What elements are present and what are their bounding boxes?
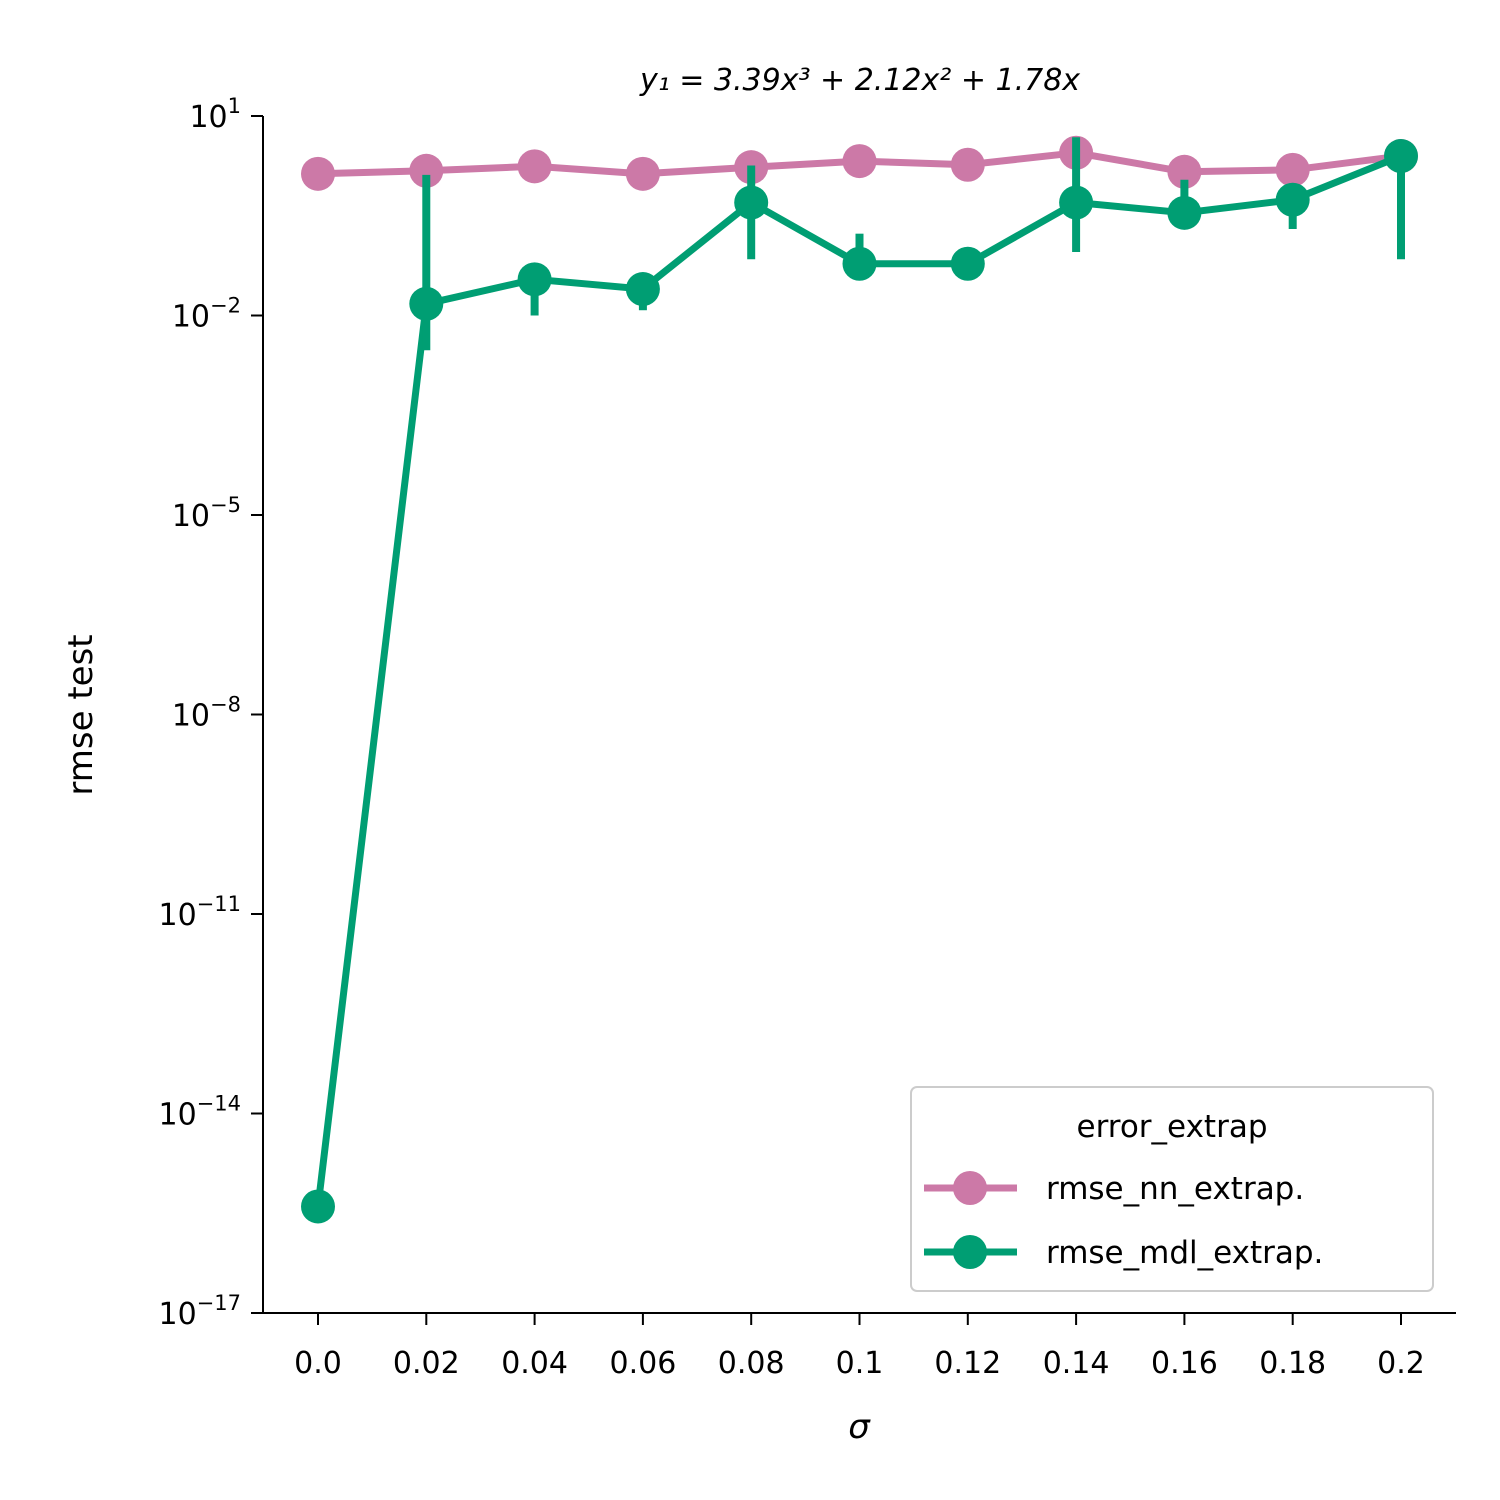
series-2 [301, 137, 1418, 1224]
legend-label: rmse_mdl_extrap. [1046, 1235, 1323, 1271]
y-tick-label: 10−2 [172, 294, 241, 335]
y-axis-title: rmse test [61, 634, 101, 795]
x-tick-label: 0.02 [393, 1346, 460, 1381]
data-point [950, 246, 985, 281]
data-point [1384, 139, 1418, 174]
x-tick-label: 0.08 [718, 1346, 785, 1381]
data-point [1059, 185, 1094, 220]
legend-title: error_extrap [1077, 1109, 1268, 1145]
legend-entries: rmse_nn_extrap. rmse_mdl_extrap. [924, 1171, 1323, 1271]
data-point [842, 246, 877, 281]
y-tick-label: 10−8 [172, 693, 241, 734]
x-tick-label: 0.06 [610, 1346, 677, 1381]
x-tick-label: 0.12 [934, 1346, 1001, 1381]
data-point [950, 147, 985, 182]
data-point [517, 262, 552, 297]
data-point [517, 149, 552, 184]
legend-label: rmse_nn_extrap. [1046, 1171, 1304, 1207]
data-point [1275, 182, 1310, 217]
legend-marker [953, 1171, 987, 1205]
y-tick-label: 10−11 [158, 892, 241, 933]
legend-box [910, 1086, 1434, 1292]
data-point [842, 144, 877, 179]
y-tick-label: 101 [189, 94, 241, 135]
x-tick-label: 0.04 [501, 1346, 568, 1381]
data-point [1275, 152, 1310, 187]
y-ticks: 10−17 10−14 10−11 10−8 10−5 10−2 101 [158, 94, 263, 1332]
x-tick-label: 0.0 [294, 1346, 342, 1381]
x-tick-label: 0.14 [1043, 1346, 1110, 1381]
x-tick-label: 0.18 [1259, 1346, 1326, 1381]
data-point [734, 185, 769, 220]
legend-entry: rmse_mdl_extrap. [924, 1235, 1323, 1271]
y-tick-label: 10−14 [158, 1092, 241, 1133]
data-point [1167, 195, 1202, 230]
data-point [409, 153, 444, 188]
data-point [301, 1189, 335, 1224]
series-layer [301, 135, 1418, 1224]
x-ticks: 0.0 0.02 0.04 0.06 0.08 0.1 0.12 0.14 0.16 0.18 0.… [294, 1313, 1425, 1381]
x-axis-title: σ [848, 1407, 871, 1447]
data-point [301, 156, 335, 191]
data-point [409, 286, 444, 321]
x-tick-label: 0.16 [1151, 1346, 1218, 1381]
legend: error_extrap rmse_nn_extrap. rmse_mdl_ext… [910, 1086, 1434, 1292]
series-1 [301, 135, 1418, 191]
legend-marker [953, 1235, 987, 1269]
x-tick-label: 0.2 [1377, 1346, 1425, 1381]
chart-title: y₁ = 3.39x³ + 2.12x² + 1.78x [639, 63, 1080, 98]
y-tick-label: 10−17 [158, 1291, 241, 1332]
data-point [625, 156, 660, 191]
legend-entry: rmse_nn_extrap. [924, 1171, 1304, 1207]
y-tick-label: 10−5 [172, 493, 241, 534]
data-point [1167, 154, 1202, 189]
x-tick-label: 0.1 [836, 1346, 884, 1381]
data-point [625, 272, 660, 307]
